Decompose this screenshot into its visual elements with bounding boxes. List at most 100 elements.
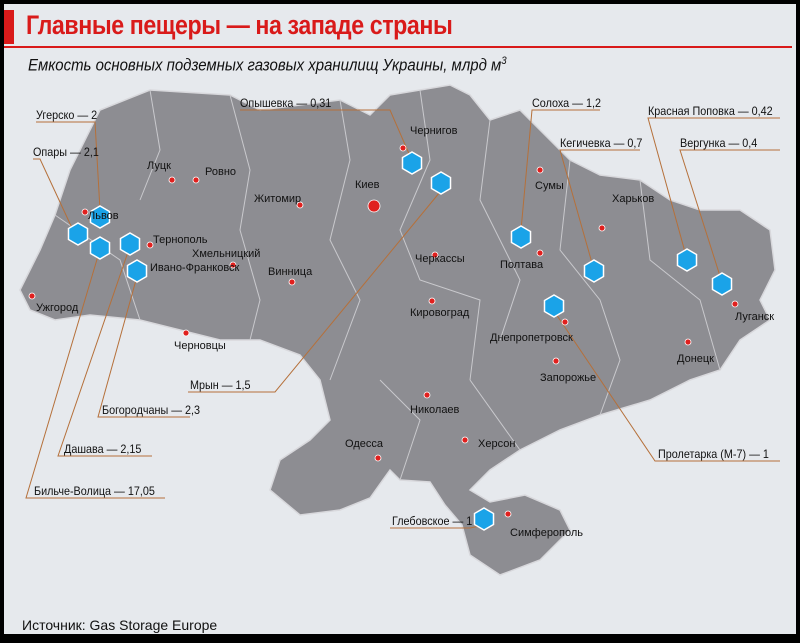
storage-label: Пролетарка (М-7) — 1 — [658, 447, 769, 461]
leader-line — [33, 158, 73, 229]
leader-line — [520, 109, 600, 231]
city-dot — [229, 261, 237, 269]
city-label: Сумы — [535, 180, 564, 192]
city-dot — [598, 224, 606, 232]
storage-label: Красная Поповка — 0,42 — [648, 104, 773, 118]
city-label: Донецк — [677, 353, 714, 365]
city-dot — [461, 436, 469, 444]
storage-hexagon-marker[interactable] — [676, 248, 698, 272]
city-label: Луцк — [147, 160, 171, 172]
city-label: Полтава — [500, 259, 544, 271]
oblast-borders — [54, 89, 721, 481]
storage-label: Кегичевка — 0,7 — [560, 136, 643, 150]
city-dot — [182, 329, 190, 337]
city-dot — [296, 201, 304, 209]
city-dot — [81, 208, 89, 216]
title-divider — [4, 46, 792, 48]
city-label: Кировоград — [410, 307, 470, 319]
storage-hexagon-marker[interactable] — [119, 232, 141, 256]
city-dot — [536, 166, 544, 174]
city-label: Тернополь — [153, 234, 208, 246]
city-dot — [28, 292, 36, 300]
unit-superscript: 3 — [501, 55, 507, 67]
city-dot — [431, 251, 439, 259]
storage-hexagon-marker[interactable] — [510, 225, 532, 249]
city-dots — [28, 144, 739, 518]
city-dot — [423, 391, 431, 399]
storage-label: Глебовское — 1 — [392, 514, 473, 528]
leader-line — [390, 525, 481, 529]
leader-line — [188, 191, 441, 393]
storage-markers — [67, 151, 733, 531]
page-title: Главные пещеры — на западе страны — [26, 10, 453, 40]
storage-hexagon-marker[interactable] — [711, 272, 733, 296]
leader-line — [36, 121, 101, 211]
city-label: Харьков — [612, 193, 655, 205]
city-label: Черновцы — [174, 340, 226, 352]
city-label: Херсон — [478, 438, 516, 450]
city-label: Симферополь — [510, 527, 584, 539]
city-dot — [504, 510, 512, 518]
storage-label: Мрын — 1,5 — [190, 378, 251, 392]
city-dot — [146, 241, 154, 249]
leader-lines — [25, 109, 780, 529]
city-label: Черкассы — [415, 253, 465, 265]
leader-line — [240, 109, 411, 157]
storage-hexagon-marker[interactable] — [67, 222, 89, 246]
title-accent-bar — [4, 10, 14, 44]
city-dot — [536, 249, 544, 257]
city-label: Чернигов — [410, 125, 458, 137]
city-label: Одесса — [345, 438, 383, 450]
storage-label: Солоха — 1,2 — [532, 96, 601, 110]
storage-hexagon-marker[interactable] — [473, 507, 495, 531]
storage-label: Богородчаны — 2,3 — [102, 403, 201, 417]
storage-label: Бильче-Волица — 17,05 — [34, 484, 155, 498]
city-dot — [168, 176, 176, 184]
city-label: Житомир — [254, 193, 302, 205]
ukraine-territory — [19, 84, 776, 576]
city-dot — [552, 357, 560, 365]
city-label: Львов — [88, 210, 119, 222]
city-dot — [731, 300, 739, 308]
leader-line — [25, 255, 165, 499]
city-label: Винница — [268, 266, 313, 278]
city-dot — [367, 199, 381, 213]
city-label: Луганск — [735, 311, 775, 323]
leader-line — [679, 149, 780, 277]
city-label: Запорожье — [540, 372, 597, 384]
city-label: Николаев — [410, 404, 460, 416]
city-label: Ивано-Франковск — [150, 262, 240, 274]
subtitle: Емкость основных подземных газовых храни… — [28, 55, 507, 76]
city-label: Ровно — [205, 166, 237, 178]
city-dot — [684, 338, 692, 346]
storage-hexagon-marker[interactable] — [543, 294, 565, 318]
storage-label: Опары — 2,1 — [33, 145, 99, 159]
leader-line — [559, 149, 640, 264]
leader-line — [57, 251, 152, 457]
leader-line — [647, 117, 780, 253]
storage-label: Вергунка — 0,4 — [680, 136, 758, 150]
city-dot — [374, 454, 382, 462]
storage-hexagon-marker[interactable] — [401, 151, 423, 175]
city-label: Киев — [355, 179, 380, 191]
subtitle-text: Емкость основных подземных газовых храни… — [28, 55, 502, 75]
city-dot — [561, 318, 569, 326]
city-label: Ужгород — [36, 302, 79, 314]
city-dot — [428, 297, 436, 305]
storage-label: Угерско — 2 — [36, 108, 98, 122]
city-label: Днепропетровск — [490, 332, 573, 344]
storage-hexagon-marker[interactable] — [126, 259, 148, 283]
storage-label: Дашава — 2,15 — [64, 442, 142, 456]
storage-hexagon-marker[interactable] — [89, 236, 111, 260]
city-dot — [288, 278, 296, 286]
leader-line — [555, 313, 780, 462]
city-dot — [192, 176, 200, 184]
storage-hexagon-marker[interactable] — [430, 171, 452, 195]
city-label: Хмельницкий — [192, 248, 261, 260]
source-note: Источник: Gas Storage Europe — [22, 617, 218, 633]
storage-hexagon-marker[interactable] — [583, 259, 605, 283]
city-dot — [399, 144, 407, 152]
storage-hexagon-marker[interactable] — [89, 205, 111, 229]
